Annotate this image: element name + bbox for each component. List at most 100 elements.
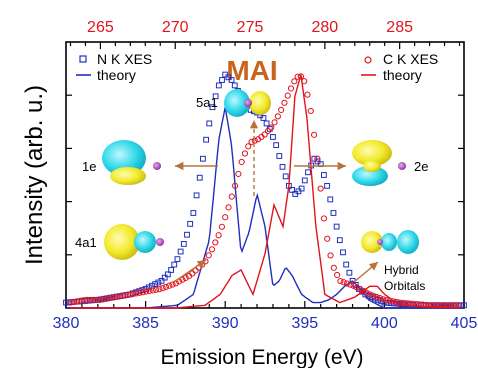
bottom-tick-label: 380 — [53, 315, 80, 332]
data-point — [174, 256, 181, 263]
data-point — [393, 298, 400, 306]
data-point — [245, 143, 252, 150]
data-point — [321, 172, 327, 178]
data-point — [103, 295, 110, 302]
orbital-label-4a1: 4a1 — [75, 235, 97, 250]
data-point — [146, 287, 153, 295]
data-point — [70, 298, 77, 306]
data-point — [93, 296, 100, 303]
data-point — [264, 127, 272, 135]
data-point — [271, 119, 278, 126]
data-point — [231, 82, 238, 89]
legend-n-label: N K XES — [97, 51, 152, 67]
data-point — [129, 290, 137, 298]
data-point — [184, 231, 190, 238]
data-point — [301, 177, 308, 184]
top-tick-label: 270 — [162, 19, 189, 36]
data-point — [193, 192, 200, 199]
data-point — [347, 281, 354, 288]
data-point — [426, 302, 433, 309]
data-point — [83, 296, 91, 303]
data-point — [177, 248, 184, 255]
data-point — [212, 93, 219, 100]
data-point — [200, 155, 206, 162]
data-point — [209, 104, 216, 111]
data-point — [260, 115, 267, 121]
data-point — [340, 279, 347, 286]
top-tick-label: 275 — [237, 19, 264, 36]
left-axis-ticks — [66, 94, 464, 256]
hybrid-orbitals-annotation: Hybrid Orbitals — [384, 263, 425, 293]
data-point — [324, 182, 330, 189]
data-point — [383, 297, 390, 304]
data-point — [136, 289, 143, 296]
data-point — [238, 158, 245, 166]
data-point — [155, 279, 162, 286]
data-point — [219, 77, 225, 83]
data-point — [156, 286, 163, 293]
data-point — [305, 169, 311, 176]
top-axis: 265 270 275 280 285 — [69, 19, 461, 49]
orbital-5a1-image — [224, 89, 271, 117]
data-point — [73, 298, 81, 305]
data-point — [215, 232, 222, 239]
data-point — [116, 293, 123, 300]
data-point — [100, 296, 107, 303]
data-point — [87, 296, 94, 303]
data-point — [360, 287, 367, 295]
data-point — [208, 246, 216, 253]
data-point — [314, 155, 321, 162]
data-point — [145, 284, 152, 291]
data-point — [110, 294, 117, 301]
orbital-label-1e: 1e — [82, 159, 96, 174]
data-point — [320, 215, 328, 222]
legend-right: C K XES theory — [361, 51, 438, 83]
data-point — [228, 77, 235, 83]
data-point — [373, 293, 380, 301]
data-point — [120, 292, 127, 299]
data-point — [287, 85, 295, 92]
y-axis-label: Intensity (arb. u.) — [21, 85, 48, 265]
arrow-hybrid — [353, 261, 379, 283]
data-point — [187, 220, 194, 227]
data-point — [143, 288, 150, 295]
series-2 — [67, 73, 463, 309]
data-point — [432, 302, 439, 309]
data-point — [248, 138, 255, 145]
data-point — [241, 150, 249, 157]
data-point — [126, 291, 133, 298]
data-point — [161, 274, 168, 281]
data-point — [353, 284, 360, 291]
data-point — [196, 174, 203, 181]
data-point — [419, 301, 426, 308]
bottom-tick-label: 390 — [212, 315, 239, 332]
data-point — [273, 142, 280, 149]
data-point — [235, 170, 242, 178]
data-point — [346, 269, 353, 276]
data-point — [343, 261, 350, 268]
data-point — [268, 124, 275, 131]
data-point — [97, 296, 104, 303]
data-point — [218, 223, 226, 230]
data-point — [327, 196, 334, 203]
data-point — [162, 283, 170, 291]
data-point — [281, 99, 288, 106]
data-point — [63, 299, 69, 306]
data-point — [436, 302, 443, 309]
data-point — [152, 286, 160, 293]
data-point — [317, 185, 324, 192]
data-point — [206, 120, 213, 127]
data-point — [228, 193, 235, 200]
data-point — [180, 241, 187, 247]
data-point — [343, 280, 351, 287]
data-point — [429, 302, 436, 309]
data-point — [80, 297, 87, 304]
legend-c-marker — [364, 56, 372, 64]
data-point — [289, 187, 295, 193]
data-point — [304, 91, 311, 98]
data-point — [263, 120, 270, 127]
top-tick-label: 280 — [311, 19, 338, 36]
data-point — [298, 185, 305, 192]
chart-title: MAI — [226, 55, 277, 86]
